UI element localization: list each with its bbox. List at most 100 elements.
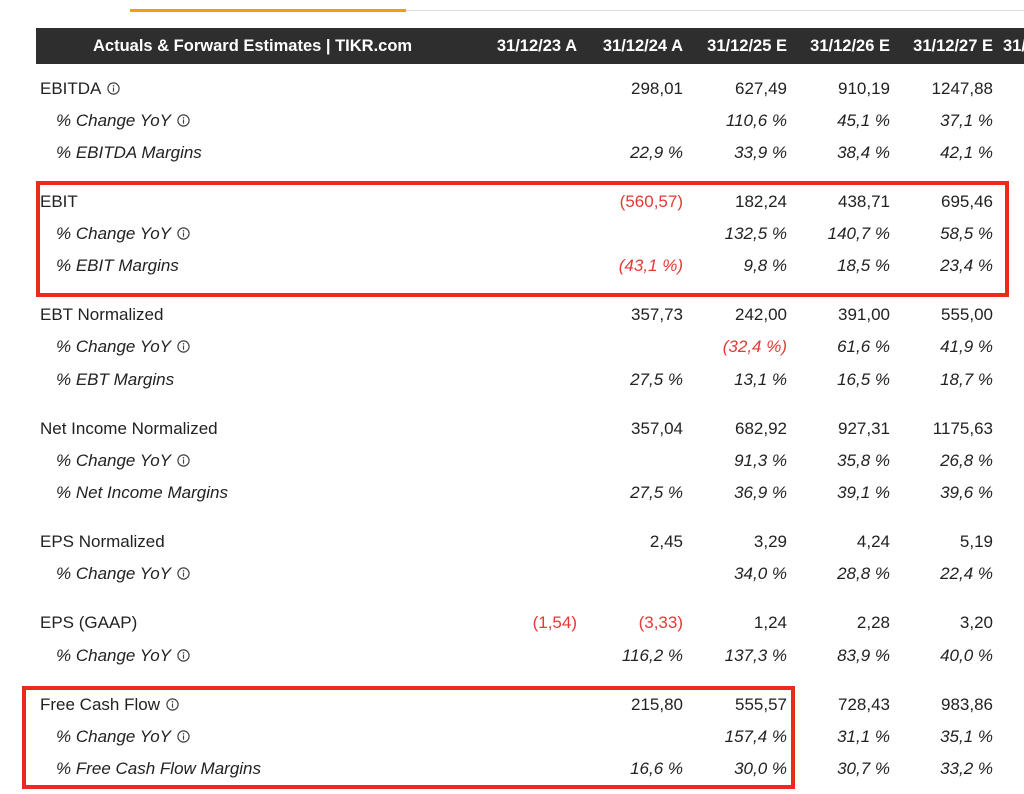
cell-value: 137,3 % bbox=[724, 646, 787, 665]
sub-row-label: % Change YoY bbox=[56, 646, 190, 666]
cell-value: 695,46 bbox=[941, 192, 993, 211]
cell-value: 26,8 % bbox=[940, 451, 993, 470]
tab-underline bbox=[130, 9, 406, 12]
cell-value: 728,43 bbox=[838, 695, 890, 714]
cell-value: 30,7 % bbox=[837, 759, 890, 778]
sub-row-label: % Change YoY bbox=[56, 564, 190, 584]
row-label: EBITDA bbox=[40, 79, 121, 99]
sub-row-label: % Free Cash Flow Margins bbox=[56, 759, 262, 778]
cell-value: 983,86 bbox=[941, 695, 993, 714]
column-header: 31/12/25 E bbox=[707, 37, 787, 55]
cell-value: 16,5 % bbox=[837, 370, 890, 389]
row-label: EBIT bbox=[40, 192, 78, 211]
cell-value: 298,01 bbox=[631, 79, 683, 98]
cell-value: 682,92 bbox=[735, 419, 787, 438]
sub-row-label: % EBT Margins bbox=[56, 370, 175, 389]
cell-value: 1,24 bbox=[753, 613, 787, 632]
row-label: EBT Normalized bbox=[40, 305, 164, 324]
cell-value: 83,9 % bbox=[837, 646, 890, 665]
cell-value: 927,31 bbox=[838, 419, 890, 438]
row-label: Net Income Normalized bbox=[40, 419, 218, 438]
cell-value: (32,4 %) bbox=[722, 337, 787, 356]
cell-value: 5,19 bbox=[959, 532, 993, 551]
cell-value: 39,6 % bbox=[940, 483, 993, 502]
cell-value: 116,2 % bbox=[621, 646, 683, 665]
info-icon[interactable] bbox=[177, 227, 190, 240]
cell-value: 23,4 % bbox=[940, 256, 993, 275]
cell-value: 140,7 % bbox=[827, 224, 890, 243]
info-icon[interactable] bbox=[177, 340, 190, 353]
cell-value: 39,1 % bbox=[837, 483, 890, 502]
cell-value: 38,4 % bbox=[837, 143, 890, 162]
cell-value: 36,9 % bbox=[734, 483, 787, 502]
cell-value: 391,00 bbox=[838, 305, 890, 324]
cell-value: 13,1 % bbox=[734, 370, 787, 389]
cell-value: 58,5 % bbox=[940, 224, 993, 243]
info-icon[interactable] bbox=[177, 649, 190, 662]
cell-value: 555,00 bbox=[941, 305, 993, 324]
info-icon[interactable] bbox=[177, 730, 190, 743]
table-title: Actuals & Forward Estimates | TIKR.com bbox=[93, 37, 413, 55]
cell-value: 34,0 % bbox=[734, 564, 787, 583]
sub-row-label: % Change YoY bbox=[56, 727, 190, 747]
info-icon[interactable] bbox=[107, 82, 121, 95]
cell-value: 30,0 % bbox=[734, 759, 787, 778]
cell-value: 9,8 % bbox=[743, 256, 787, 275]
cell-value: 45,1 % bbox=[837, 111, 890, 130]
cell-value: (560,57) bbox=[619, 192, 683, 211]
cell-value: 33,2 % bbox=[940, 759, 993, 778]
sub-row-label: % Net Income Margins bbox=[56, 483, 228, 502]
cell-value: 242,00 bbox=[735, 305, 787, 324]
cell-value: 215,80 bbox=[631, 695, 683, 714]
sub-row-label: % Change YoY bbox=[56, 451, 190, 471]
cell-value: 40,0 % bbox=[940, 646, 993, 665]
highlight-box bbox=[36, 181, 1009, 297]
cell-value: 31,1 % bbox=[837, 727, 890, 746]
cell-value: 157,4 % bbox=[724, 727, 787, 746]
row-label: Free Cash Flow bbox=[40, 695, 179, 715]
cell-value: 42,1 % bbox=[940, 143, 993, 162]
row-label: EPS (GAAP) bbox=[40, 613, 138, 632]
cell-value: 555,57 bbox=[735, 695, 787, 714]
cell-value: 4,24 bbox=[856, 532, 890, 551]
sub-row-label: % Change YoY bbox=[56, 224, 190, 244]
cell-value: 3,29 bbox=[753, 532, 787, 551]
column-header: 31/12/26 E bbox=[810, 37, 890, 55]
cell-value: 91,3 % bbox=[734, 451, 787, 470]
cell-value: 27,5 % bbox=[630, 370, 683, 389]
cell-value: (3,33) bbox=[638, 613, 683, 632]
cell-value: 2,45 bbox=[649, 532, 683, 551]
info-icon[interactable] bbox=[177, 454, 190, 467]
sub-row-label: % EBITDA Margins bbox=[56, 143, 202, 162]
tab-rule bbox=[406, 10, 1024, 11]
cell-value: 28,8 % bbox=[837, 564, 890, 583]
table-header bbox=[36, 28, 1024, 64]
cell-value: 22,9 % bbox=[630, 143, 683, 162]
cell-value: 110,6 % bbox=[725, 111, 787, 130]
cell-value: 27,5 % bbox=[630, 483, 683, 502]
cell-value: 35,8 % bbox=[837, 451, 890, 470]
cell-value: 16,6 % bbox=[630, 759, 683, 778]
column-header: 31/12/27 E bbox=[913, 37, 993, 55]
sub-row-label: % Change YoY bbox=[56, 337, 190, 357]
info-icon[interactable] bbox=[166, 698, 179, 711]
cell-value: 22,4 % bbox=[940, 564, 993, 583]
cell-value: 1175,63 bbox=[932, 419, 993, 438]
cell-value: 438,71 bbox=[838, 192, 890, 211]
cell-value: 35,1 % bbox=[940, 727, 993, 746]
cell-value: 1247,88 bbox=[931, 79, 993, 98]
cell-value: 2,28 bbox=[856, 613, 890, 632]
column-header: 31/12/23 A bbox=[496, 37, 577, 55]
cell-value: (1,54) bbox=[532, 613, 577, 632]
cell-value: 61,6 % bbox=[837, 337, 890, 356]
info-icon[interactable] bbox=[177, 114, 190, 127]
sub-row-label: % EBIT Margins bbox=[56, 256, 179, 275]
info-icon[interactable] bbox=[177, 567, 190, 580]
cell-value: 627,49 bbox=[735, 79, 787, 98]
cell-value: 41,9 % bbox=[940, 337, 993, 356]
cell-value: 357,04 bbox=[631, 419, 683, 438]
cell-value: 33,9 % bbox=[734, 143, 787, 162]
cell-value: 182,24 bbox=[735, 192, 787, 211]
cell-value: 357,73 bbox=[631, 305, 683, 324]
